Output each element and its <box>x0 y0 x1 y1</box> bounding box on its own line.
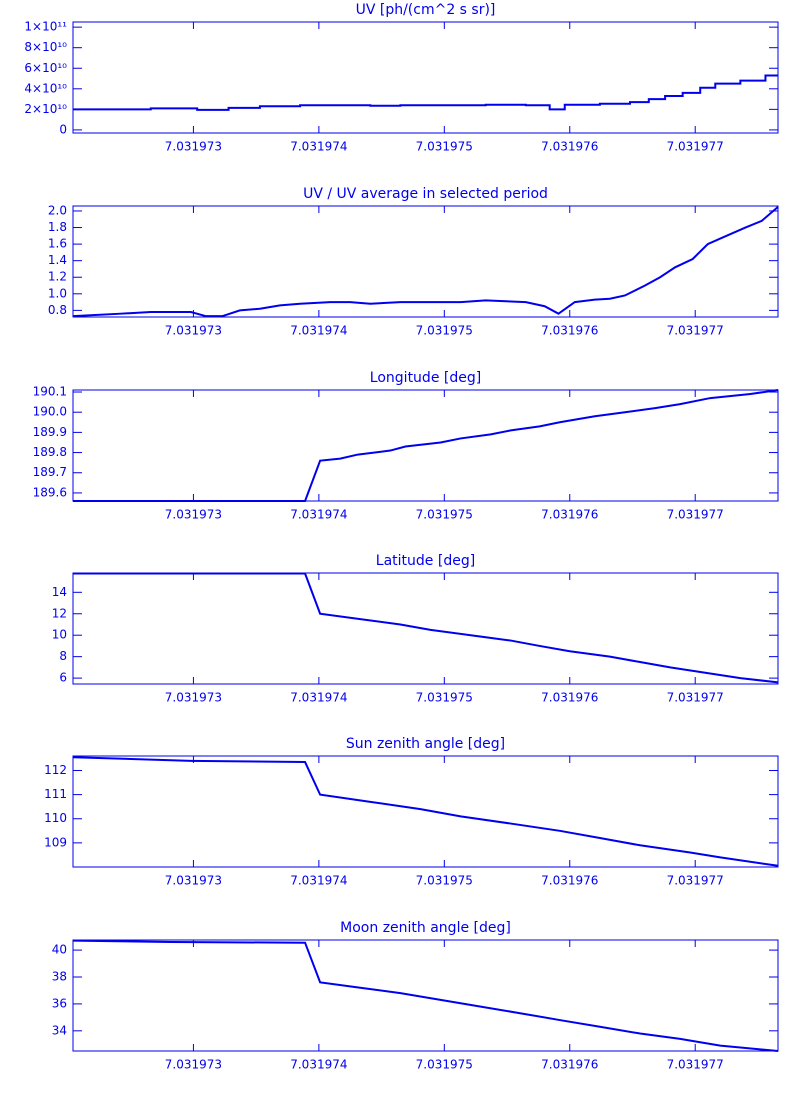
x-tick-label: 7.031977 <box>667 1058 724 1072</box>
x-tick-label: 7.031973 <box>165 691 222 705</box>
panel-title: Longitude [deg] <box>370 370 481 386</box>
y-tick-label: 1.0 <box>48 286 67 300</box>
plot-frame <box>72 389 779 502</box>
plot-frame <box>72 205 779 318</box>
y-tick-label: 36 <box>52 996 67 1010</box>
plot-frame <box>72 939 779 1052</box>
x-tick-label: 7.031973 <box>165 874 222 888</box>
y-tick-label: 0.8 <box>48 303 67 317</box>
y-tick-label: 1.8 <box>48 220 67 234</box>
x-tick-label: 7.031974 <box>290 1058 347 1072</box>
y-tick-label: 112 <box>44 763 67 777</box>
data-line <box>73 572 779 684</box>
y-tick-label: 109 <box>44 835 67 849</box>
y-tick-label: 190.1 <box>33 385 67 399</box>
plot-frame <box>72 572 779 685</box>
y-tick-label: 12 <box>52 606 67 620</box>
x-tick-label: 7.031976 <box>541 324 598 338</box>
panel-title: UV [ph/(cm^2 s sr)] <box>356 2 496 18</box>
data-line <box>73 389 779 502</box>
data-line <box>72 939 779 1052</box>
y-tick-label: 190.0 <box>33 405 67 419</box>
x-tick-label: 7.031974 <box>290 324 347 338</box>
y-tick-label: 38 <box>52 970 67 984</box>
plot-frame <box>72 755 779 868</box>
y-tick-label: 2.0 <box>48 203 67 217</box>
panel-title: UV / UV average in selected period <box>303 186 548 202</box>
x-tick-label: 7.031973 <box>165 508 222 522</box>
x-tick-label: 7.031974 <box>290 691 347 705</box>
x-tick-label: 7.031974 <box>290 140 347 154</box>
y-tick-label: 1.6 <box>48 237 67 251</box>
x-tick-label: 7.031973 <box>165 324 222 338</box>
x-tick-label: 7.031975 <box>416 140 473 154</box>
panel-title: Moon zenith angle [deg] <box>340 920 511 936</box>
y-tick-label: 34 <box>52 1023 67 1037</box>
x-tick-label: 7.031975 <box>416 508 473 522</box>
y-tick-label: 8×10¹⁰ <box>24 40 67 54</box>
y-tick-label: 189.6 <box>33 485 67 499</box>
y-tick-label: 189.7 <box>33 465 67 479</box>
x-tick-label: 7.031975 <box>416 691 473 705</box>
y-tick-label: 14 <box>52 585 67 599</box>
data-line <box>73 74 778 111</box>
x-tick-label: 7.031976 <box>541 508 598 522</box>
data-line <box>72 206 779 318</box>
plot-frame <box>72 21 779 134</box>
x-tick-label: 7.031975 <box>416 324 473 338</box>
x-tick-label: 7.031974 <box>290 508 347 522</box>
x-tick-label: 7.031973 <box>165 1058 222 1072</box>
x-tick-label: 7.031977 <box>667 140 724 154</box>
y-tick-label: 2×10¹⁰ <box>24 102 67 116</box>
panel-title: Latitude [deg] <box>376 553 475 569</box>
x-tick-label: 7.031977 <box>667 874 724 888</box>
y-tick-label: 189.8 <box>33 445 67 459</box>
y-tick-label: 4×10¹⁰ <box>24 81 67 95</box>
y-tick-label: 0 <box>59 122 67 136</box>
x-tick-label: 7.031974 <box>290 874 347 888</box>
y-tick-label: 189.9 <box>33 425 67 439</box>
x-tick-label: 7.031977 <box>667 691 724 705</box>
y-tick-label: 111 <box>44 787 67 801</box>
x-tick-label: 7.031975 <box>416 874 473 888</box>
y-tick-label: 6 <box>59 671 67 685</box>
y-tick-label: 6×10¹⁰ <box>24 61 67 75</box>
y-tick-label: 1×10¹¹ <box>24 20 67 34</box>
y-tick-label: 1.2 <box>48 270 67 284</box>
x-tick-label: 7.031977 <box>667 508 724 522</box>
x-tick-label: 7.031976 <box>541 1058 598 1072</box>
x-tick-label: 7.031976 <box>541 691 598 705</box>
y-tick-label: 1.4 <box>48 253 67 267</box>
x-tick-label: 7.031976 <box>541 874 598 888</box>
y-tick-label: 10 <box>52 628 67 642</box>
x-tick-label: 7.031973 <box>165 140 222 154</box>
data-line <box>72 756 779 867</box>
y-tick-label: 110 <box>44 811 67 825</box>
y-tick-label: 40 <box>52 943 67 957</box>
x-tick-label: 7.031975 <box>416 1058 473 1072</box>
x-tick-label: 7.031977 <box>667 324 724 338</box>
panel-title: Sun zenith angle [deg] <box>346 736 505 752</box>
x-tick-label: 7.031976 <box>541 140 598 154</box>
y-tick-label: 8 <box>59 649 67 663</box>
